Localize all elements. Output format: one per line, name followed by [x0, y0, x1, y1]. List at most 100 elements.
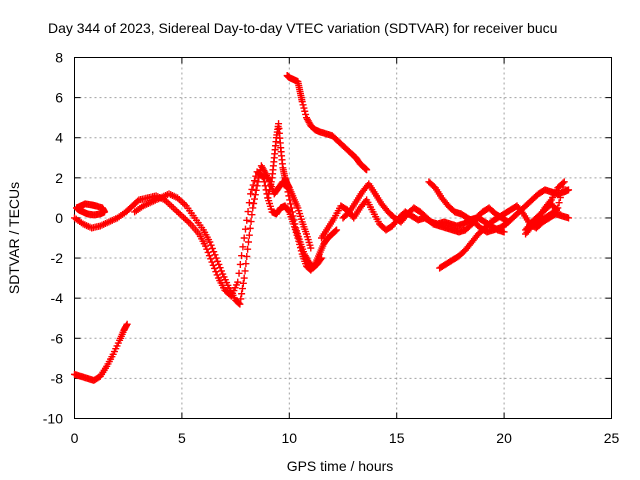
data-point: [245, 199, 253, 207]
data-point: [244, 245, 252, 253]
data-point: [290, 216, 298, 224]
data-point: [242, 260, 250, 268]
data-point: [168, 202, 176, 210]
y-tick-label: -2: [51, 250, 64, 266]
series-afternoon-high: [283, 72, 371, 174]
data-point: [207, 241, 215, 249]
x-tick-label: 10: [282, 430, 298, 446]
data-point: [209, 261, 217, 269]
data-point: [73, 204, 81, 212]
data-point: [178, 212, 186, 220]
data-point: [176, 210, 184, 218]
data-point: [300, 104, 308, 112]
data-point: [555, 199, 563, 207]
data-point: [256, 170, 264, 178]
data-point: [185, 218, 193, 226]
data-point: [213, 271, 221, 279]
data-point: [289, 212, 297, 220]
data-point: [318, 254, 326, 262]
data-point: [247, 190, 255, 198]
data-point: [243, 216, 251, 224]
series-start-loop: [73, 200, 109, 219]
data-point: [299, 101, 307, 109]
data-point: [123, 320, 131, 328]
y-tick-label: 2: [55, 170, 63, 186]
y-tick-label: -6: [51, 330, 64, 346]
data-point: [239, 243, 247, 251]
y-tick-label: -4: [51, 290, 64, 306]
x-tick-label: 5: [178, 430, 186, 446]
data-point: [211, 251, 219, 259]
data-point: [264, 194, 272, 202]
data-point: [518, 208, 526, 216]
chart-grid: [74, 57, 612, 419]
data-point: [236, 260, 244, 268]
data-point: [206, 238, 214, 246]
data-point: [243, 252, 251, 260]
y-tick-label: -8: [51, 370, 64, 386]
data-point: [291, 220, 299, 228]
data-point: [207, 255, 215, 263]
data-point: [332, 227, 340, 235]
data-point: [251, 177, 259, 185]
data-point: [204, 248, 212, 256]
data-point: [553, 206, 561, 214]
data-point: [238, 290, 246, 298]
data-point: [253, 182, 261, 190]
data-point: [248, 211, 256, 219]
data-point: [558, 188, 566, 196]
data-point: [217, 267, 225, 275]
data-point: [240, 274, 248, 282]
data-point: [239, 279, 247, 287]
data-point: [214, 257, 222, 265]
data-point: [169, 204, 177, 212]
y-tick-label: 4: [55, 130, 63, 146]
data-point: [173, 207, 181, 215]
y-tick-label: 0: [55, 210, 63, 226]
data-point: [246, 224, 254, 232]
plot-frame: [74, 57, 612, 419]
data-point: [212, 268, 220, 276]
data-point: [202, 242, 210, 250]
data-point: [556, 193, 564, 201]
data-point: [208, 258, 216, 266]
axis-ticks: 0 5 10 15 20 25 -10 -8 -6 -4 -2 0 2 4 6 8: [43, 50, 620, 447]
data-point: [298, 98, 306, 106]
data-point: [266, 182, 274, 190]
data-point: [251, 195, 259, 203]
data-point: [234, 278, 242, 286]
data-point: [245, 231, 253, 239]
data-point: [181, 215, 189, 223]
data-point: [240, 234, 248, 242]
y-tick-label: 8: [55, 50, 63, 66]
series-midday-spike: [264, 120, 315, 252]
data-point: [287, 204, 295, 212]
data-point: [211, 264, 219, 272]
data-point: [265, 190, 273, 198]
series-late-cluster: [522, 178, 568, 238]
data-point: [166, 201, 174, 209]
data-point: [565, 214, 573, 222]
data-point: [210, 248, 218, 256]
data-point: [317, 255, 325, 263]
data-point: [333, 226, 341, 234]
data-point: [235, 269, 243, 277]
data-point: [250, 200, 258, 208]
data-point: [241, 225, 249, 233]
data-point: [179, 199, 187, 207]
data-point: [237, 295, 245, 303]
y-tick-label: 6: [55, 90, 63, 106]
data-point: [251, 191, 259, 199]
data-point: [235, 299, 243, 307]
data-point: [252, 186, 260, 194]
x-tick-label: 0: [71, 430, 79, 446]
data-point: [180, 214, 188, 222]
y-axis-label: SDTVAR / TECUs: [6, 182, 22, 294]
chart-title: Day 344 of 2023, Sidereal Day-to-day VTE…: [48, 20, 557, 36]
data-point: [249, 204, 257, 212]
data-point: [212, 254, 220, 262]
data-point: [177, 197, 185, 205]
data-point: [266, 186, 274, 194]
data-point: [238, 252, 246, 260]
data-point: [241, 267, 249, 275]
